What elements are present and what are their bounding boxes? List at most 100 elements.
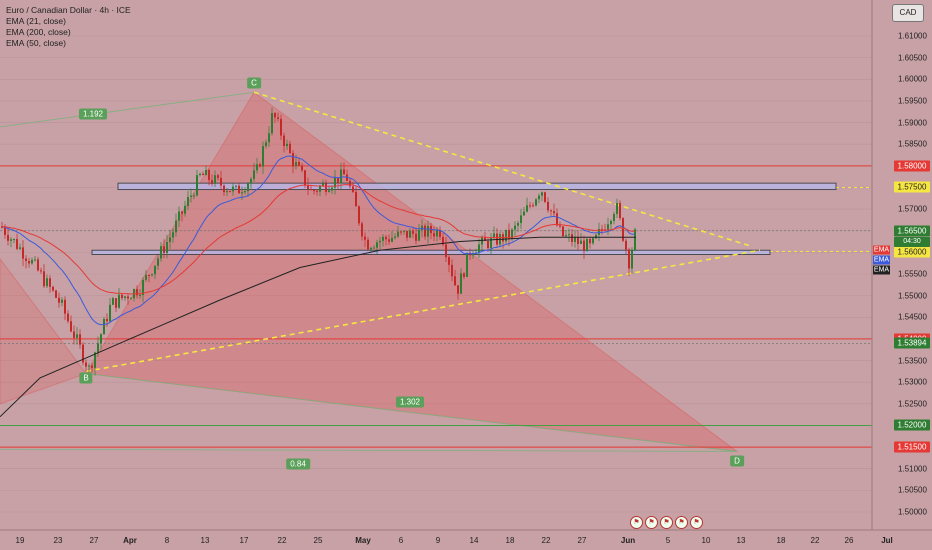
time-tick-label: 10 xyxy=(701,536,711,545)
candle-body xyxy=(151,274,153,276)
candle-body xyxy=(37,259,39,271)
candle-body xyxy=(112,298,114,305)
time-tick-label: 6 xyxy=(398,536,404,545)
flag-icon[interactable]: ⚑ xyxy=(660,516,673,529)
candle-body xyxy=(610,220,612,225)
candle-body xyxy=(568,234,570,236)
candle-body xyxy=(34,259,36,261)
candle-body xyxy=(268,133,270,143)
symbol-title[interactable]: Euro / Canadian Dollar · 4h · ICE xyxy=(6,5,131,15)
candle-body xyxy=(61,299,63,303)
candle-body xyxy=(589,238,591,244)
price-tick-label: 1.58500 xyxy=(898,139,927,149)
price-tick-label: 1.51000 xyxy=(898,464,927,474)
ema21-legend[interactable]: EMA (21, close) xyxy=(6,16,66,26)
ema200-legend[interactable]: EMA (200, close) xyxy=(6,27,71,37)
pattern-point-label[interactable]: D xyxy=(730,455,744,467)
descending-trendline xyxy=(253,91,751,247)
candle-body xyxy=(409,230,411,238)
candle-body xyxy=(535,199,537,206)
candle-body xyxy=(490,237,492,249)
ema50-legend[interactable]: EMA (50, close) xyxy=(6,38,66,48)
candle-body xyxy=(4,227,6,235)
candle-body xyxy=(331,187,333,191)
candle-body xyxy=(565,235,567,237)
candle-body xyxy=(580,240,582,244)
candle-body xyxy=(400,231,402,233)
candle-body xyxy=(271,113,273,134)
flag-icon[interactable]: ⚑ xyxy=(690,516,703,529)
candle-body xyxy=(70,321,72,332)
candle-body xyxy=(136,289,138,296)
time-axis[interactable]: 19 23 27 Apr 8 13 17 22 25 May 6 9 14 18 22 27 Jun 5 10 13 1… xyxy=(0,530,932,550)
candle-body xyxy=(13,239,15,241)
fib-ratio-label[interactable]: 1.302 xyxy=(395,396,425,408)
candle-body xyxy=(55,290,57,298)
currency-button[interactable]: CAD xyxy=(892,4,924,22)
candle-body xyxy=(457,285,459,294)
candle-body xyxy=(361,223,363,237)
fib-ratio-label[interactable]: 1.192 xyxy=(78,108,108,120)
candle-body xyxy=(571,234,573,243)
candle-body xyxy=(130,298,132,300)
candle-body xyxy=(31,259,33,264)
candle-body xyxy=(316,190,318,192)
candle-body xyxy=(196,175,198,196)
candle-body xyxy=(259,164,261,167)
candle-body xyxy=(214,175,216,184)
candle-body xyxy=(487,240,489,249)
candle-body xyxy=(208,169,210,181)
candle-body xyxy=(397,231,399,237)
candle-body xyxy=(595,234,597,239)
candle-body xyxy=(229,191,231,193)
fib-ratio-label[interactable]: 0.84 xyxy=(286,458,310,470)
candle-body xyxy=(304,170,306,186)
flag-icon[interactable]: ⚑ xyxy=(645,516,658,529)
candle-body xyxy=(505,229,507,242)
candle-body xyxy=(115,298,117,308)
chart-legend: Euro / Canadian Dollar · 4h · ICE EMA (2… xyxy=(6,5,131,49)
candle-body xyxy=(97,343,99,353)
candle-body xyxy=(619,203,621,219)
pattern-point-label[interactable]: C xyxy=(247,77,261,89)
candle-body xyxy=(559,225,561,227)
pattern-ratio-line xyxy=(0,448,738,452)
candle-body xyxy=(277,117,279,119)
candle-body xyxy=(538,195,540,200)
ascending-trendline xyxy=(85,249,761,373)
candle-body xyxy=(466,252,468,277)
candle-body xyxy=(91,365,93,368)
candle-body xyxy=(67,313,69,322)
candle-body xyxy=(355,191,357,207)
candle-body xyxy=(367,239,369,250)
flag-icon[interactable]: ⚑ xyxy=(630,516,643,529)
pattern-point-label[interactable]: B xyxy=(79,372,93,384)
time-tick-label: 5 xyxy=(665,536,671,545)
price-level-tag: 1.57500 xyxy=(894,181,930,193)
price-tick-label: 1.53500 xyxy=(898,356,927,366)
candle-body xyxy=(106,318,108,322)
candle-body xyxy=(193,195,195,197)
candle-body xyxy=(79,334,81,345)
flag-icon[interactable]: ⚑ xyxy=(675,516,688,529)
candle-body xyxy=(622,218,624,241)
candle-body xyxy=(439,229,441,238)
candle-body xyxy=(433,233,435,237)
candle-body xyxy=(166,241,168,253)
candle-body xyxy=(247,183,249,192)
price-level-tag: 1.56500 xyxy=(894,225,930,237)
ema-value-tag: EMA xyxy=(873,255,890,265)
candle-body xyxy=(16,239,18,249)
candle-body xyxy=(178,211,180,221)
candle-body xyxy=(514,225,516,230)
time-tick-label: 26 xyxy=(844,536,854,545)
time-tick-label: 17 xyxy=(239,536,249,545)
ema21-line xyxy=(1,155,636,326)
ema200-line xyxy=(0,236,636,418)
candle-body xyxy=(292,153,294,167)
candle-body xyxy=(325,183,327,192)
candle-body xyxy=(424,225,426,237)
candle-body xyxy=(88,365,90,367)
candle-body xyxy=(526,205,528,212)
